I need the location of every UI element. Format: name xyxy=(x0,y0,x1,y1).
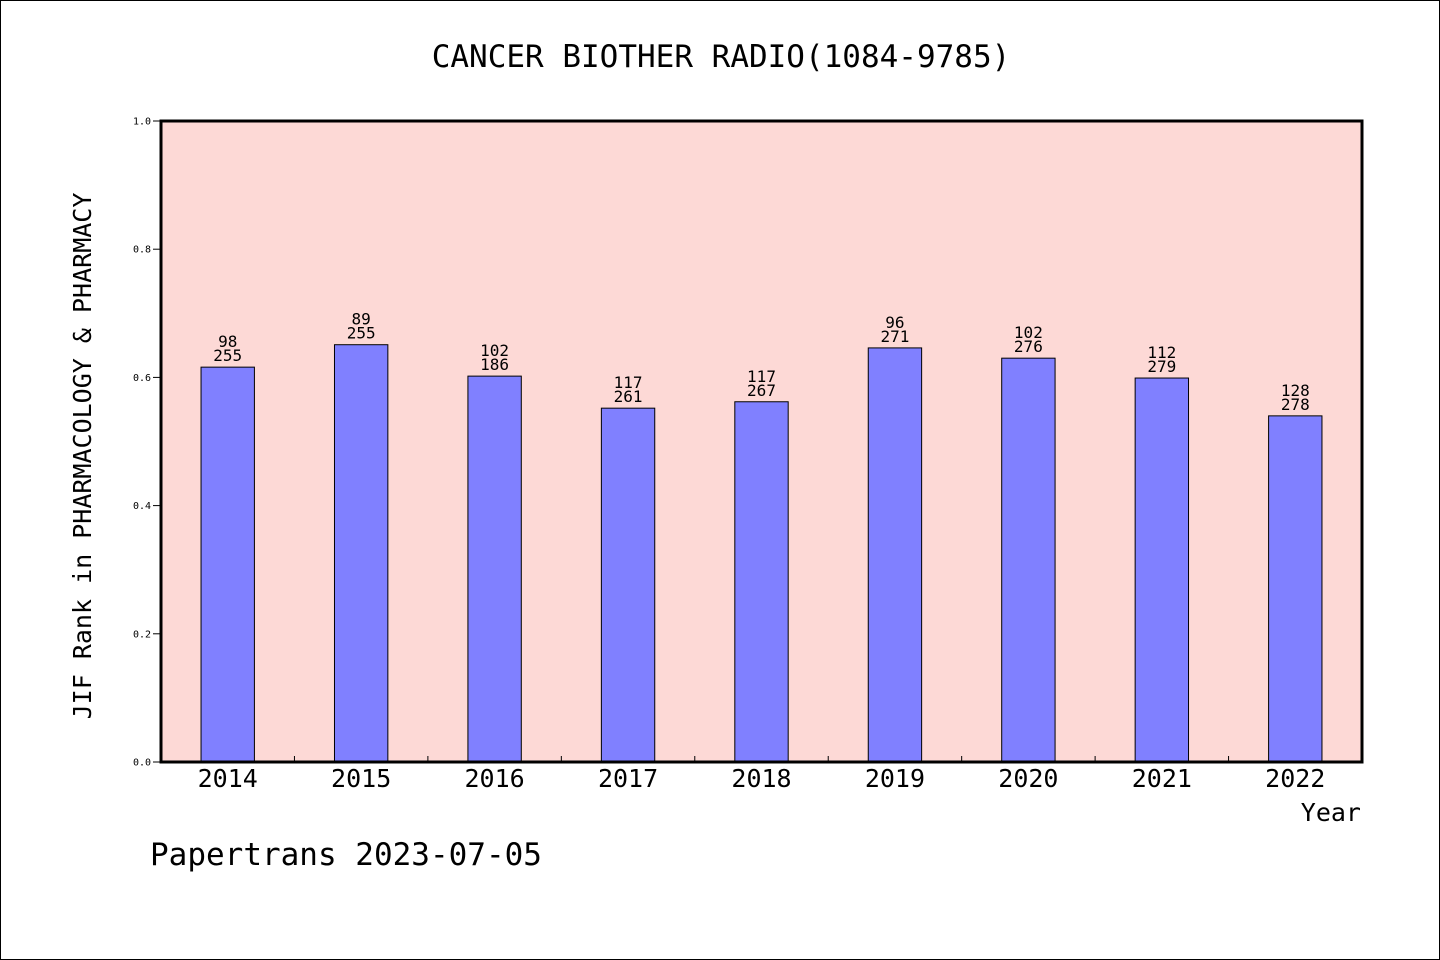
bar-2016 xyxy=(467,375,522,763)
footer-text: Papertrans 2023-07-05 xyxy=(150,837,542,873)
bar-label-rank-2016: 102 xyxy=(480,341,509,360)
bar-2021 xyxy=(1134,377,1190,763)
y-tick-label: 0.4 xyxy=(133,501,151,512)
bar-label-rank-2018: 117 xyxy=(747,367,776,386)
x-tick-label-2014: 2014 xyxy=(198,764,258,793)
bar-2022 xyxy=(1268,415,1323,763)
y-axis-label: JIF Rank in PHARMACOLOGY & PHARMACY xyxy=(68,193,97,720)
y-tick-label: 0.0 xyxy=(133,758,151,769)
bar-label-rank-2021: 112 xyxy=(1147,343,1176,362)
x-tick-label-2020: 2020 xyxy=(998,764,1058,793)
bar-label-rank-2014: 98 xyxy=(218,332,237,351)
bar-2017 xyxy=(600,407,656,763)
bar-2020 xyxy=(1001,357,1056,763)
y-tick-label: 0.2 xyxy=(133,629,151,640)
bar-label-total-2019: 271 xyxy=(880,327,909,346)
x-tick-label-2021: 2021 xyxy=(1132,764,1192,793)
bar-label-total-2022: 278 xyxy=(1281,395,1310,414)
bar-label-total-2021: 279 xyxy=(1147,357,1176,376)
x-axis-label: Year xyxy=(1301,798,1361,827)
bar-label-rank-2017: 117 xyxy=(614,373,643,392)
x-tick-label-2019: 2019 xyxy=(865,764,925,793)
y-tick-label: 0.8 xyxy=(133,245,151,256)
bar-label-rank-2020: 102 xyxy=(1014,323,1043,342)
bar-label-total-2014: 255 xyxy=(213,346,242,365)
bar-label-rank-2015: 89 xyxy=(352,310,371,329)
bar-label-total-2016: 186 xyxy=(480,355,509,374)
x-tick-label-2017: 2017 xyxy=(598,764,658,793)
bar-label-total-2018: 267 xyxy=(747,381,776,400)
bar-label-total-2017: 261 xyxy=(614,387,643,406)
y-tick-label: 1.0 xyxy=(133,117,151,128)
y-tick-label: 0.6 xyxy=(133,373,151,384)
chart-title: CANCER BIOTHER RADIO(1084-9785) xyxy=(432,39,1011,75)
bar-2014 xyxy=(200,366,255,763)
ticks-layer: 2014 2015 2016 2017 2018 2019 2020 2021 2022 0.0 0… xyxy=(133,117,1325,794)
bar-label-rank-2019: 96 xyxy=(885,313,904,332)
plot-border xyxy=(159,119,1364,764)
bar-label-total-2020: 276 xyxy=(1014,337,1043,356)
bar-label-total-2015: 255 xyxy=(347,324,376,343)
bar-2019 xyxy=(867,347,923,763)
x-tick-label-2022: 2022 xyxy=(1265,764,1325,793)
bar-2018 xyxy=(734,401,789,763)
bar-label-rank-2022: 128 xyxy=(1281,381,1310,400)
x-tick-label-2015: 2015 xyxy=(331,764,391,793)
x-tick-label-2016: 2016 xyxy=(465,764,525,793)
x-tick-label-2018: 2018 xyxy=(731,764,791,793)
bar-2015 xyxy=(333,344,389,763)
